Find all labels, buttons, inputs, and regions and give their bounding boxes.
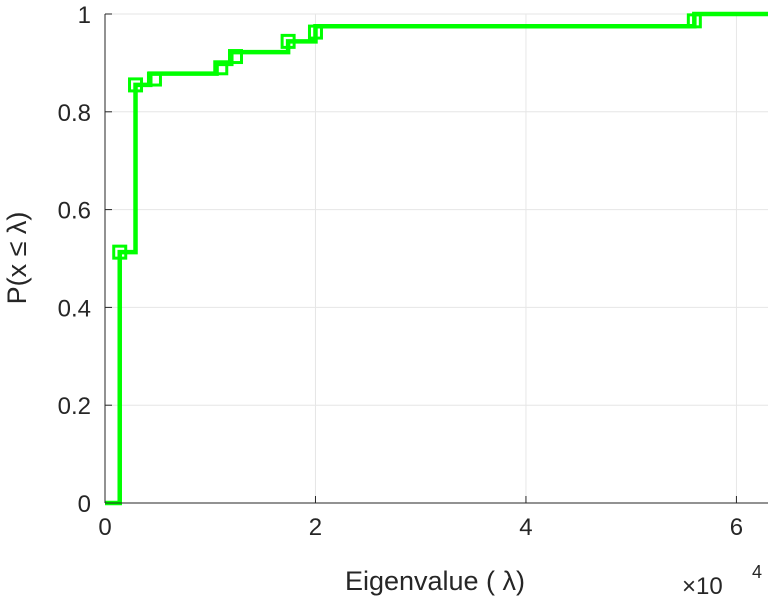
x-tick-label-2: 4 bbox=[519, 514, 532, 541]
series-marker-2 bbox=[146, 71, 162, 87]
series-marker-7 bbox=[686, 13, 702, 29]
series-marker-0 bbox=[112, 244, 128, 260]
x-axis-label: Eigenvalue ( λ) bbox=[345, 566, 525, 596]
x-tick-label-3: 6 bbox=[730, 514, 743, 541]
x-exponent-power: 4 bbox=[752, 562, 762, 582]
y-tick-label-2: 0.4 bbox=[58, 295, 91, 322]
series-layer bbox=[105, 11, 768, 506]
x-tick-label-1: 2 bbox=[309, 514, 322, 541]
y-tick-label-4: 0.8 bbox=[58, 100, 91, 127]
axes bbox=[104, 13, 768, 504]
y-tick-label-1: 0.2 bbox=[58, 393, 91, 420]
tick-labels: 0 2 4 6 0 0.2 0.4 0.6 0.8 1 bbox=[58, 2, 743, 541]
series-marker-3 bbox=[213, 60, 229, 76]
grid-lines bbox=[105, 13, 768, 503]
series-marker-1 bbox=[128, 77, 144, 93]
y-tick-label-0: 0 bbox=[78, 491, 91, 518]
series-marker-4 bbox=[227, 49, 243, 65]
series-marker-5 bbox=[280, 33, 296, 49]
series-marker-6 bbox=[307, 24, 323, 40]
y-tick-label-5: 1 bbox=[78, 2, 91, 29]
y-tick-label-3: 0.6 bbox=[58, 198, 91, 225]
x-exponent-base: ×10 bbox=[682, 573, 723, 600]
x-tick-label-0: 0 bbox=[98, 514, 111, 541]
x-exponent: ×10 4 bbox=[682, 562, 762, 600]
y-axis-label: P(x ≤ λ) bbox=[2, 212, 32, 305]
series-line-0 bbox=[105, 11, 768, 506]
